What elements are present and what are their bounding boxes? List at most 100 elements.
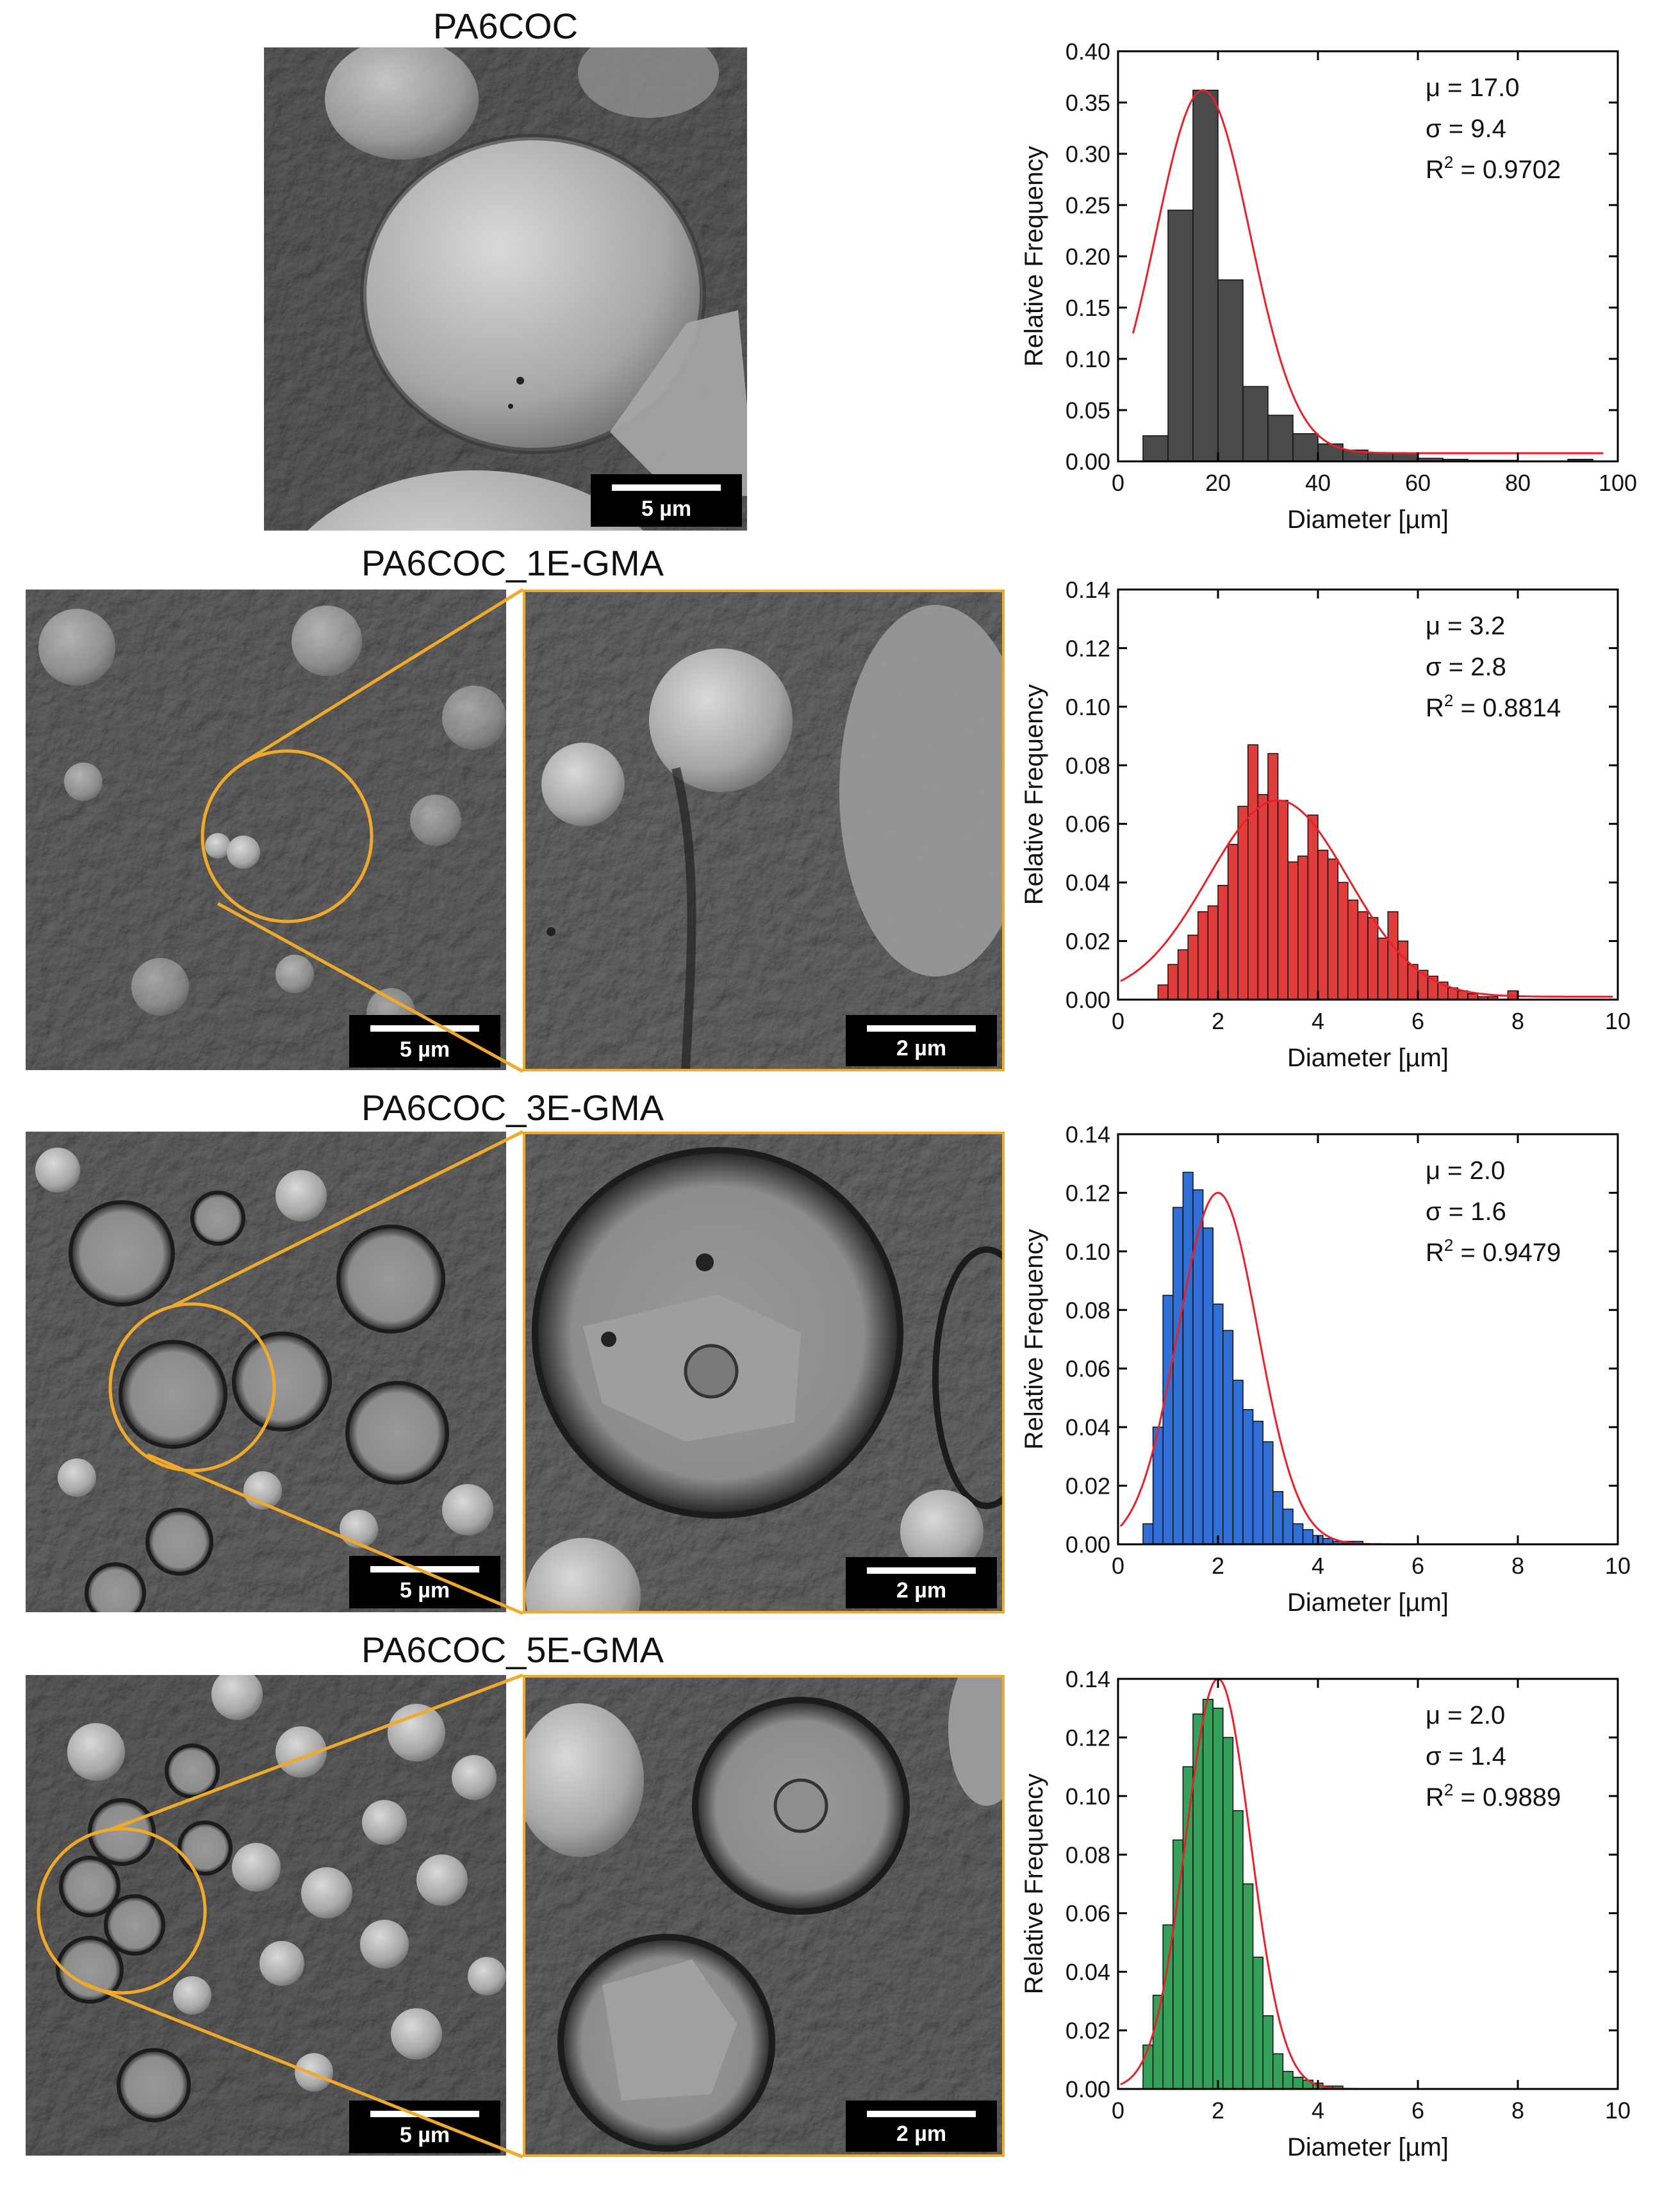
histogram-bar <box>1242 1883 1254 2090</box>
histogram-pa6coc: 0.00 0.05 0.10 0.15 0.20 0.25 0.30 0.35 0.40 0 20 4… <box>1020 38 1637 534</box>
sem-image-1e-gma-overview: 5 µm <box>26 590 506 1070</box>
histogram-1e-gma: 0.00 0.02 0.04 0.06 0.08 0.10 0.12 0.14 0 2 4 6 8 10 D… <box>1020 577 1631 1072</box>
scale-bar-label: 5 µm <box>399 2123 450 2147</box>
sem-image-1e-gma-zoom: 2 µm <box>523 590 1005 1071</box>
histogram-bar <box>1377 937 1388 1000</box>
histogram-bar <box>1202 1699 1214 2090</box>
histogram-5e-gma: 0.00 0.02 0.04 0.06 0.08 0.10 0.12 0.14 0 2 4 6 8 10 D… <box>1020 1666 1631 2161</box>
y-tick-label: 0.10 <box>1065 1783 1110 1810</box>
x-tick-label: 60 <box>1405 470 1431 496</box>
stat-sigma: σ = 9.4 <box>1426 115 1506 143</box>
x-tick-label: 6 <box>1411 1008 1424 1034</box>
histogram-bar <box>1257 794 1269 1000</box>
x-tick-label: 2 <box>1212 1008 1224 1034</box>
x-tick-label: 0 <box>1112 1008 1124 1034</box>
histogram-bar <box>1267 753 1279 1000</box>
scale-bar-label: 5 µm <box>641 497 692 521</box>
y-axis-label: Relative Frequency <box>1020 1774 1048 1995</box>
x-tick-label: 0 <box>1112 1553 1124 1579</box>
histogram-bar <box>1357 911 1369 1000</box>
stat-sigma: σ = 1.4 <box>1426 1742 1506 1770</box>
x-tick-label: 8 <box>1511 1008 1524 1034</box>
histogram-bar <box>1367 917 1379 1000</box>
stat-sigma: σ = 2.8 <box>1426 653 1506 681</box>
histogram-bar <box>1217 279 1244 462</box>
y-tick-label: 0.02 <box>1065 929 1110 955</box>
plot-frame <box>1117 1678 1619 2090</box>
histogram-bar <box>1177 949 1189 1000</box>
fit-curve <box>1131 89 1604 454</box>
stat-mu: μ = 3.2 <box>1426 612 1505 640</box>
stat-mu: μ = 17.0 <box>1426 74 1519 102</box>
y-tick-label: 0.02 <box>1065 1473 1110 1499</box>
plot-frame <box>1117 1133 1619 1546</box>
histogram-bar <box>1292 1523 1304 1545</box>
histogram-bar <box>1207 905 1219 1000</box>
histogram-bar <box>1397 940 1409 1000</box>
y-tick-label: 0.06 <box>1065 1356 1110 1382</box>
y-tick-label: 0.06 <box>1065 1901 1110 1927</box>
y-tick-label: 0.20 <box>1065 243 1110 270</box>
x-tick-label: 80 <box>1505 470 1531 496</box>
histogram-bar <box>1262 1441 1274 1545</box>
x-tick-label: 10 <box>1605 1008 1631 1034</box>
x-axis-label: Diameter [µm] <box>1287 1044 1449 1072</box>
scale-bar-2um: 2 µm <box>846 1015 997 1066</box>
histogram-bar <box>1297 855 1309 1000</box>
scale-bar-label: 5 µm <box>399 1037 450 1062</box>
x-tick-label: 0 <box>1112 2097 1124 2124</box>
stat-r-letter: R <box>1426 1783 1444 1812</box>
panel-title-1e-gma: PA6COC_1E-GMA <box>361 543 664 583</box>
y-tick-label: 0.08 <box>1065 1297 1110 1323</box>
histogram-bar <box>1392 452 1419 462</box>
histogram-bar <box>1252 1421 1263 1545</box>
histogram-bar <box>1222 1737 1234 2090</box>
x-tick-label: 4 <box>1312 1008 1324 1034</box>
x-tick-label: 2 <box>1212 2097 1224 2124</box>
stat-r-exponent: 2 <box>1444 1235 1453 1255</box>
histogram-bar <box>1202 1227 1214 1545</box>
histogram-bar <box>1227 843 1238 1000</box>
histogram-bar <box>1192 1189 1204 1545</box>
histogram-bar <box>1272 2053 1284 2090</box>
panel-title-pa6coc: PA6COC <box>432 6 579 46</box>
scale-bar-2um: 2 µm <box>846 2101 997 2152</box>
y-tick-label: 0.00 <box>1065 987 1110 1013</box>
histogram-bar <box>1307 814 1319 1000</box>
fit-curve <box>1120 799 1613 998</box>
y-tick-label: 0.05 <box>1065 397 1110 424</box>
y-tick-label: 0.02 <box>1065 2018 1110 2044</box>
sem-image-3e-gma-overview: 5 µm <box>26 1132 506 1612</box>
histogram-bar <box>1282 2070 1294 2090</box>
x-tick-label: 10 <box>1605 2097 1631 2124</box>
y-tick-label: 0.04 <box>1065 870 1110 896</box>
stat-r-value: = 0.8814 <box>1453 694 1561 722</box>
x-tick-label: 40 <box>1305 470 1331 496</box>
y-tick-label: 0.12 <box>1065 635 1110 661</box>
y-axis-label: Relative Frequency <box>1020 146 1048 367</box>
histogram-bar <box>1142 435 1169 462</box>
bars <box>1157 744 1518 1000</box>
histogram-bar <box>1327 858 1338 1000</box>
bars <box>1142 90 1593 462</box>
histogram-bar <box>1142 1523 1154 1545</box>
y-tick-label: 0.12 <box>1065 1724 1110 1751</box>
stat-r-squared: R2 = 0.9702 <box>1426 153 1561 184</box>
bars <box>1142 1171 1363 1545</box>
histogram-bar <box>1212 1707 1224 2090</box>
x-tick-label: 20 <box>1205 470 1231 496</box>
y-tick-label: 0.06 <box>1065 811 1110 838</box>
histogram-bar <box>1267 415 1294 462</box>
panel-title-5e-gma: PA6COC_5E-GMA <box>361 1630 664 1670</box>
scale-bar-label: 2 µm <box>896 1036 947 1061</box>
x-tick-label: 6 <box>1411 2097 1424 2124</box>
histogram-bar <box>1337 882 1349 1000</box>
x-tick-label: 10 <box>1605 1553 1631 1579</box>
histogram-bar <box>1217 884 1229 1000</box>
y-tick-label: 0.00 <box>1065 2076 1110 2102</box>
histogram-bar <box>1317 850 1329 1000</box>
scale-bar-5um: 5 µm <box>349 1015 500 1068</box>
histogram-bar <box>1152 1994 1164 2090</box>
sem-image-3e-gma-zoom: 2 µm <box>523 1132 1005 1614</box>
